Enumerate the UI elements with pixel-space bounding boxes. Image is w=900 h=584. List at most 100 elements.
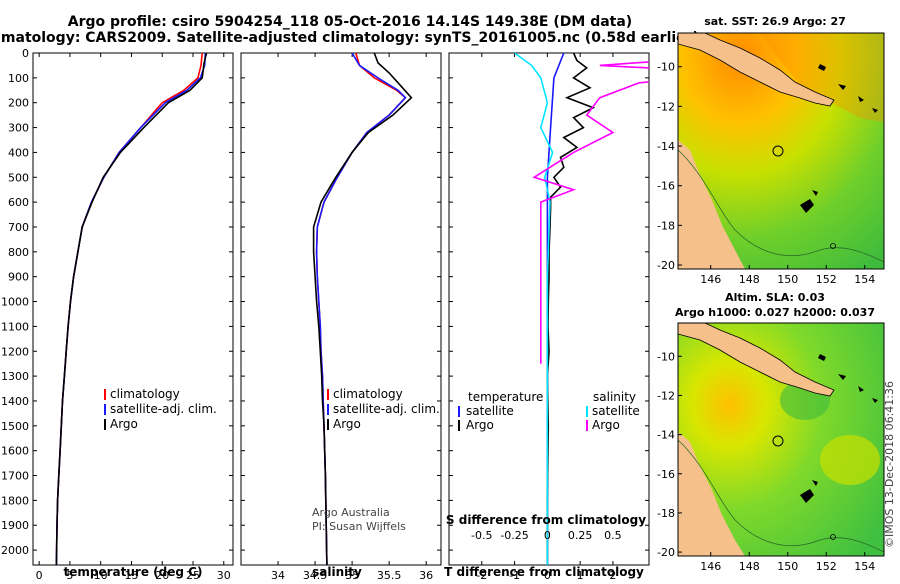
legend-swatch — [586, 406, 588, 417]
sla-map-title-1: Altim. SLA: 0.03 — [725, 291, 825, 304]
depth-tick-label: 900 — [8, 271, 29, 284]
series-line-t-satellite — [546, 53, 565, 565]
s-tick-label: 0.5 — [604, 529, 622, 542]
map-y-tick-label: -12 — [657, 100, 675, 113]
legend-swatch — [327, 404, 329, 415]
sla-map-title-2: Argo h1000: 0.027 h2000: 0.037 — [675, 306, 875, 319]
x-tick-label: 34.5 — [303, 569, 328, 580]
sst-argo-marker — [772, 145, 784, 157]
sst-land-png — [678, 33, 835, 107]
series-line-climatology — [55, 53, 203, 565]
map-x-tick-label: 146 — [700, 273, 721, 286]
credit-argo-australia: Argo Australia — [312, 506, 390, 519]
legend-swatch — [458, 406, 460, 417]
map-y-tick-label: -18 — [657, 507, 675, 520]
sst-map: sat. SST: 26.9 Argo: 27 146 148 150 152 154 -… — [657, 15, 885, 286]
legend-swatch — [104, 404, 106, 415]
map-x-tick-label: 148 — [739, 273, 760, 286]
salinity-panel-frame — [240, 52, 442, 566]
sla-land-australia — [678, 432, 745, 556]
series-line-t-argo — [546, 53, 596, 565]
depth-tick-label: 2000 — [1, 544, 29, 557]
s-difference-label: S difference from climatology — [446, 513, 646, 527]
map-x-tick-label: 150 — [777, 560, 798, 573]
x-tick-label: 1 — [577, 569, 584, 580]
depth-tick-label: 1800 — [1, 494, 29, 507]
sla-argo-marker — [772, 435, 784, 447]
title-line-2: Climatology: CARS2009. Satellite-adjuste… — [0, 30, 699, 46]
depth-tick-label: 500 — [8, 171, 29, 184]
difference-panel-frame — [448, 52, 650, 566]
temperature-xlabel: temperature (deg C) — [64, 565, 203, 579]
map-x-tick-label: 154 — [854, 273, 875, 286]
depth-tick-label: 200 — [8, 97, 29, 110]
legend-label: Argo — [592, 418, 620, 432]
depth-tick-label: 1700 — [1, 470, 29, 483]
map-x-tick-label: 146 — [700, 560, 721, 573]
s-tick-label: -0.5 — [471, 529, 492, 542]
map-y-tick-label: -12 — [657, 389, 675, 402]
sst-bathymetry — [678, 149, 884, 263]
depth-tick-label: 400 — [8, 146, 29, 159]
depth-tick-label: 1900 — [1, 519, 29, 532]
sla-land-png — [678, 323, 835, 397]
series-line-satellite — [315, 53, 407, 565]
x-tick-label: 35.5 — [377, 569, 402, 580]
map-y-tick-label: -14 — [657, 429, 675, 442]
x-tick-label: 34 — [271, 569, 285, 580]
series-line-s-satellite — [514, 53, 554, 565]
sla-map: Altim. SLA: 0.03 Argo h1000: 0.027 h2000… — [657, 291, 885, 573]
depth-tick-label: 1000 — [1, 296, 29, 309]
s-tick-label: 0.25 — [568, 529, 593, 542]
sst-land-australia — [678, 140, 745, 269]
legend-label: Argo — [110, 417, 138, 431]
map-x-tick-label: 148 — [739, 560, 760, 573]
s-tick-label: 0 — [544, 529, 551, 542]
sst-map-title: sat. SST: 26.9 Argo: 27 — [704, 15, 846, 28]
depth-tick-label: 1100 — [1, 320, 29, 333]
map-x-tick-label: 150 — [777, 273, 798, 286]
map-y-tick-label: -20 — [657, 259, 675, 272]
difference-chart: -2 -1 0 1 2 -0.5 -0.25 0 0.25 0.5 temperature salin… — [458, 53, 649, 582]
x-tick-label: 15 — [124, 569, 138, 580]
credit-pi: PI: Susan Wijffels — [312, 520, 406, 533]
x-tick-label: 30 — [217, 569, 231, 580]
series-line-climatology — [315, 53, 407, 565]
map-x-tick-label: 152 — [816, 560, 837, 573]
legend-title-temperature: temperature — [468, 390, 543, 404]
x-tick-label: 36 — [419, 569, 433, 580]
depth-tick-label: 1200 — [1, 345, 29, 358]
legend-label: satellite — [592, 404, 640, 418]
legend-label: Argo — [466, 418, 494, 432]
legend-label: satellite-adj. clim. — [110, 402, 217, 416]
side-credit: ©IMOS 13-Dec-2018 06:41:36 — [883, 381, 896, 548]
title-line-1: Argo profile: csiro 5904254_118 05-Oct-2… — [68, 14, 632, 30]
depth-tick-label: 800 — [8, 246, 29, 259]
depth-tick-label: 700 — [8, 221, 29, 234]
map-y-tick-label: -20 — [657, 546, 675, 559]
difference-xlabel: T difference from climatology — [444, 565, 644, 579]
legend-label: climatology — [110, 387, 180, 401]
series-line-satellite — [55, 53, 207, 565]
legend-swatch — [458, 420, 460, 431]
series-line-s-argo — [532, 61, 649, 364]
map-y-tick-label: -18 — [657, 219, 675, 232]
x-tick-label: 10 — [94, 569, 108, 580]
legend-title-salinity: salinity — [593, 390, 636, 404]
map-y-tick-label: -10 — [657, 61, 675, 74]
map-y-tick-label: -10 — [657, 350, 675, 363]
x-tick-label: 20 — [155, 569, 169, 580]
map-y-tick-label: -14 — [657, 140, 675, 153]
map-y-tick-label: -16 — [657, 180, 675, 193]
depth-tick-label: 100 — [8, 72, 29, 85]
salinity-xlabel: salinity — [312, 565, 362, 579]
s-tick-label: -0.25 — [500, 529, 528, 542]
salinity-chart: 34 34.5 35 35.5 36 climatologysatellite-adj. … — [271, 53, 440, 582]
legend-swatch — [586, 420, 588, 431]
depth-tick-label: 0 — [22, 47, 29, 60]
map-x-tick-label: 152 — [816, 273, 837, 286]
x-tick-label: 0 — [544, 569, 551, 580]
map-x-tick-label: 154 — [854, 560, 875, 573]
